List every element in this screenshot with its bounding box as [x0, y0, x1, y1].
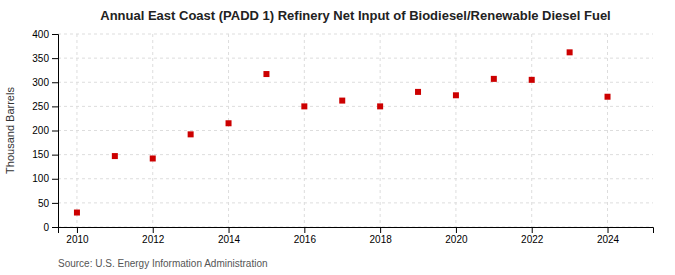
point	[263, 71, 269, 77]
tick-mark	[380, 227, 381, 233]
grid-line	[58, 34, 653, 35]
tick-label: 200	[32, 125, 49, 136]
tick-mark	[153, 227, 154, 233]
tick-label: 400	[32, 29, 49, 40]
point	[605, 94, 611, 100]
tick-mark	[52, 131, 58, 132]
tick-label: 300	[32, 77, 49, 88]
points	[74, 49, 611, 215]
point	[453, 92, 459, 98]
tick: 400	[32, 29, 58, 40]
grid-line	[76, 34, 77, 227]
grid-line	[58, 202, 653, 203]
grid-line	[304, 34, 305, 227]
grid-line	[152, 34, 153, 227]
tick-label: 2014	[218, 234, 241, 245]
tick-label: 50	[38, 198, 50, 209]
tick: 150	[32, 149, 58, 160]
point	[529, 77, 535, 83]
grid-line	[58, 178, 653, 179]
tick: 50	[38, 198, 58, 209]
tick: 2022	[521, 227, 544, 245]
grid-line	[455, 34, 456, 227]
tick-mark	[52, 58, 58, 59]
tick-label: 2020	[445, 234, 468, 245]
tick: 2020	[445, 227, 468, 245]
point	[567, 49, 573, 55]
tick: 2014	[218, 227, 241, 245]
tick-mark	[52, 106, 58, 107]
tick: 350	[32, 53, 58, 64]
axis-line	[52, 35, 59, 228]
point	[188, 131, 194, 137]
y-axis-title: Thousand Barrels	[4, 87, 16, 174]
y-axis: 0 50 100 150 200 250 300 350 400	[32, 29, 58, 233]
point	[415, 89, 421, 95]
point	[491, 76, 497, 82]
grid-line	[58, 130, 653, 131]
tick-mark	[52, 155, 58, 156]
grid-line	[380, 34, 381, 227]
tick-mark	[52, 82, 58, 83]
point	[112, 153, 118, 159]
grid-line	[58, 106, 653, 107]
point	[150, 155, 156, 161]
grid-line	[58, 58, 653, 59]
tick-mark	[52, 34, 58, 35]
tick-mark	[77, 227, 78, 233]
tick: 200	[32, 125, 58, 136]
tick-label: 2010	[66, 234, 89, 245]
axis-line	[59, 228, 654, 234]
point	[377, 103, 383, 109]
tick: 250	[32, 101, 58, 112]
tick-label: 350	[32, 53, 49, 64]
point	[339, 98, 345, 104]
tick-mark	[52, 227, 58, 228]
tick-label: 100	[32, 173, 49, 184]
tick-label: 2012	[142, 234, 165, 245]
tick: 300	[32, 77, 58, 88]
tick-mark	[52, 203, 58, 204]
tick-mark	[608, 227, 609, 233]
grid-line	[607, 34, 608, 227]
point	[74, 210, 80, 216]
tick-label: 2018	[370, 234, 393, 245]
tick: 2012	[142, 227, 165, 245]
tick-label: 2024	[597, 234, 620, 245]
grid-line	[58, 82, 653, 83]
tick-mark	[52, 179, 58, 180]
tick: 2016	[294, 227, 317, 245]
title: Annual East Coast (PADD 1) Refinery Net …	[100, 8, 610, 23]
tick-label: 150	[32, 149, 49, 160]
tick: 100	[32, 173, 58, 184]
tick-mark	[229, 227, 230, 233]
tick-mark	[304, 227, 305, 233]
tick-mark	[456, 227, 457, 233]
grid	[58, 34, 653, 227]
tick: 2018	[370, 227, 393, 245]
plot: 2010 2012 2014 2016 2018 2020 2022 2024 0 50 100 15…	[32, 29, 653, 245]
grid-line	[58, 154, 653, 155]
chart: 2010 2012 2014 2016 2018 2020 2022 2024 0 50 100 15…	[0, 0, 675, 275]
tick: 2010	[66, 227, 89, 245]
tick-label: 2022	[521, 234, 544, 245]
tick-mark	[532, 227, 533, 233]
tick-label: 2016	[294, 234, 317, 245]
tick: 2024	[597, 227, 620, 245]
grid-line	[228, 34, 229, 227]
tick: 0	[43, 222, 58, 233]
source: Source: U.S. Energy Information Administ…	[58, 258, 268, 269]
tick-label: 250	[32, 101, 49, 112]
grid-line	[531, 34, 532, 227]
point	[301, 103, 307, 109]
point	[226, 120, 232, 126]
tick-label: 0	[43, 222, 49, 233]
x-axis: 2010 2012 2014 2016 2018 2020 2022 2024	[59, 227, 654, 245]
